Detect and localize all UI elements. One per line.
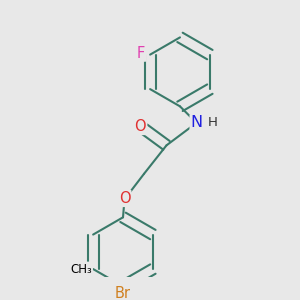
- Text: Br: Br: [115, 286, 131, 300]
- Text: CH₃: CH₃: [70, 262, 92, 276]
- Text: O: O: [119, 191, 130, 206]
- Text: F: F: [137, 46, 145, 61]
- Text: O: O: [135, 119, 146, 134]
- Text: H: H: [208, 116, 218, 129]
- Text: N: N: [190, 116, 202, 130]
